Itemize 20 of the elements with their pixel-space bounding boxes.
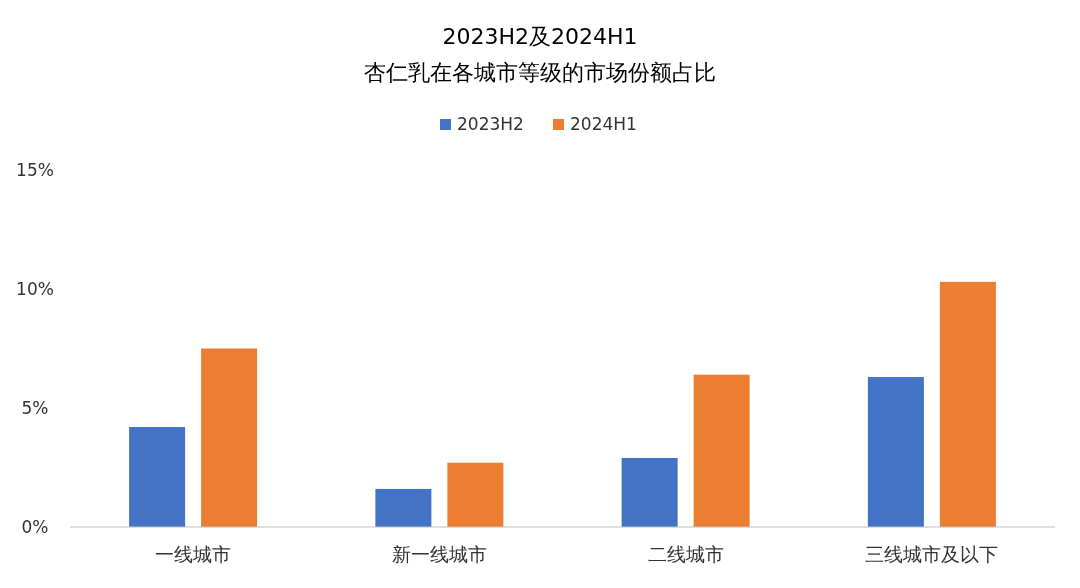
x-tick-label: 一线城市 xyxy=(155,543,232,565)
y-tick-label: 15% xyxy=(16,160,54,180)
y-tick-label: 0% xyxy=(21,517,49,537)
legend-label: 2023H2 xyxy=(457,114,524,134)
bar xyxy=(693,374,750,527)
bar xyxy=(621,457,678,527)
bar xyxy=(129,427,186,527)
y-tick-label: 10% xyxy=(16,279,54,299)
chart-title: 2023H2及2024H1 xyxy=(442,24,638,49)
bar xyxy=(867,377,924,527)
x-tick-label: 新一线城市 xyxy=(391,543,487,565)
x-tick-label: 二线城市 xyxy=(647,543,724,565)
bar xyxy=(201,348,258,527)
bar xyxy=(447,462,504,527)
legend-label: 2024H1 xyxy=(570,114,637,134)
bar xyxy=(939,281,996,527)
chart-subtitle: 杏仁乳在各城市等级的市场份额占比 xyxy=(364,60,716,85)
bar xyxy=(375,488,432,527)
y-tick-label: 5% xyxy=(21,398,49,418)
x-tick-label: 三线城市及以下 xyxy=(865,543,999,565)
